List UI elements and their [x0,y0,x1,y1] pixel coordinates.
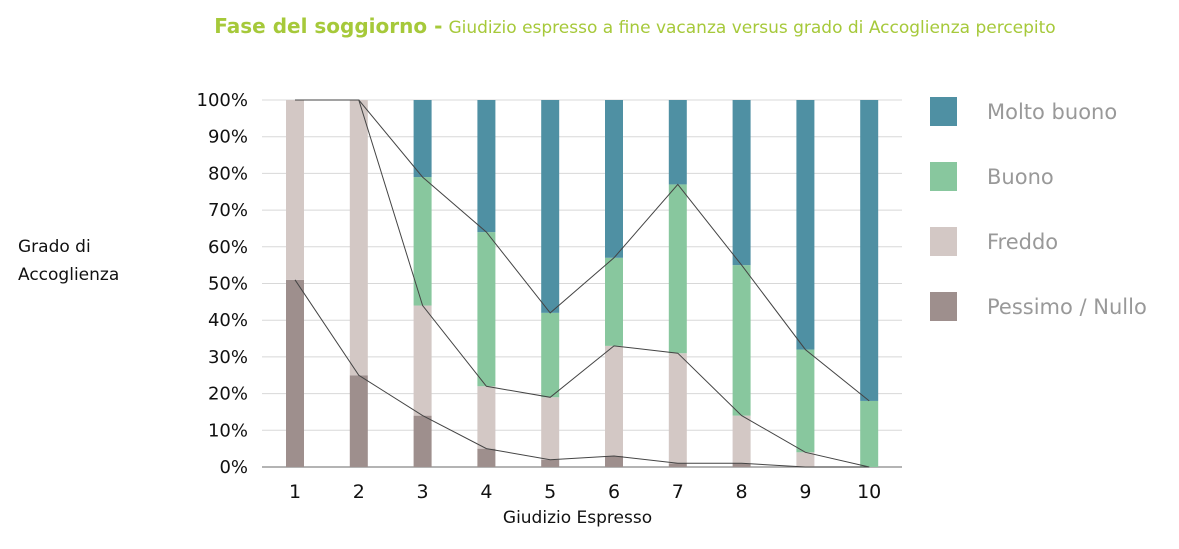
bar-segment [796,349,815,453]
legend-label: Molto buono [987,100,1117,124]
y-tick-label: 90% [208,127,248,148]
chart-title-bold: Fase del soggiorno - [214,14,443,38]
y-tick-label: 0% [219,457,248,478]
bar-segment [541,397,560,460]
x-tick-label: 9 [799,481,811,503]
y-tick-label: 30% [208,347,248,368]
x-tick-label: 10 [857,481,881,503]
y-tick-label: 100% [197,90,248,111]
bar-segment [413,305,432,416]
bar-segment [860,400,879,467]
bar-segment [477,448,496,467]
series-line [295,99,870,402]
x-tick-label: 8 [736,481,748,503]
y-axis-label-line-1: Grado di [18,237,91,257]
y-tick-label: 80% [208,163,248,184]
bar-segment [413,177,432,306]
legend-label: Pessimo / Nullo [987,295,1147,319]
bar-segment [605,257,623,346]
bar-segment [541,312,560,398]
y-tick-label: 20% [208,384,248,405]
legend-swatch [930,292,957,321]
legend-label: Freddo [987,230,1058,254]
x-tick-label: 3 [417,481,429,503]
y-axis-label-line-2: Accoglienza [18,265,120,285]
bar-segment [605,345,623,456]
legend-swatch [930,162,957,191]
x-tick-label: 6 [608,481,620,503]
bar-segment [541,459,560,467]
bar-segment [732,463,751,467]
x-tick-label: 5 [544,481,556,503]
bar-segment [477,232,496,387]
bar-segment [286,279,304,467]
bar-segment [605,100,623,258]
x-tick-label: 7 [672,481,684,503]
bar-segment [349,100,368,376]
bar-segment [668,184,687,354]
y-tick-label: 10% [208,420,248,441]
bar-segment [349,375,368,467]
chart-title: Fase del soggiorno - Giudizio espresso a… [0,14,1179,38]
y-tick-label: 50% [208,274,248,295]
bar-segment [477,100,496,233]
series-line [295,99,870,468]
y-tick-label: 40% [208,310,248,331]
legend-swatch [930,227,957,256]
bar-segment [541,100,560,313]
x-axis-label: Giudizio Espresso [502,508,653,528]
x-tick-label: 4 [480,481,492,503]
legend-swatch [930,97,957,126]
bar-segment [732,100,751,266]
legend-label: Buono [987,165,1054,189]
x-tick-label: 2 [353,481,365,503]
y-axis-label: Grado di Accoglienza [18,233,119,289]
bar-segment [796,452,815,467]
bar-segment [860,100,879,401]
bar-segment [605,455,623,467]
y-tick-label: 70% [208,200,248,221]
bar-segment [668,463,687,467]
y-tick-label: 60% [208,237,248,258]
series-line [294,279,870,468]
x-tick-label: 1 [289,481,301,503]
bar-segment [796,100,815,350]
bar-segment [668,100,687,185]
bar-segment [413,415,432,467]
bar-segment [413,100,432,178]
bar-segment [732,415,751,464]
bar-segment [286,100,304,280]
bar-segment [732,265,751,416]
bar-segment [477,386,496,449]
chart-title-rest: Giudizio espresso a fine vacanza versus … [448,18,1056,38]
bar-segment [668,353,687,464]
